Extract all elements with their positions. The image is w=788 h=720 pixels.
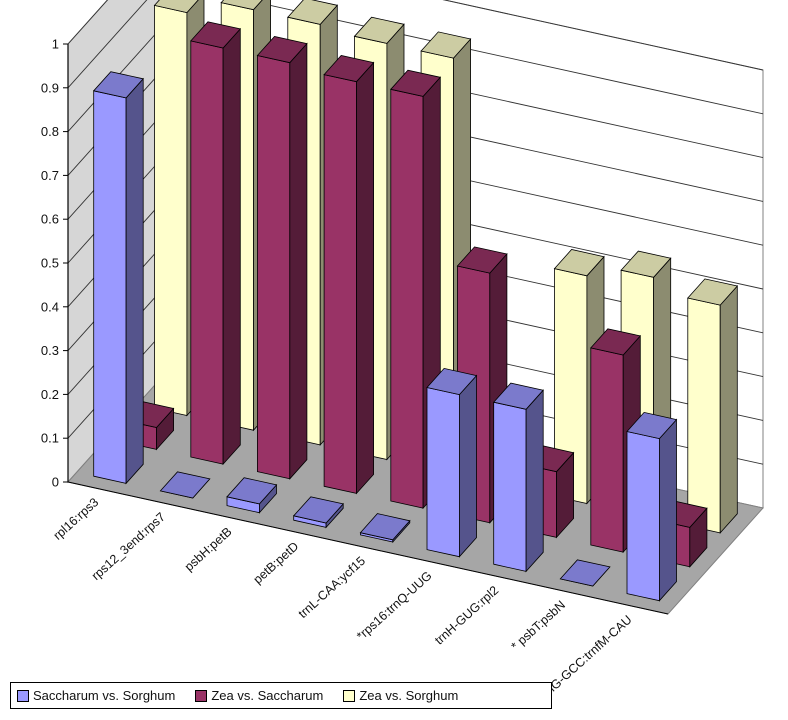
- bar: [292, 496, 344, 529]
- bar-front: [626, 431, 660, 602]
- legend: Saccharum vs. Sorghum Zea vs. Saccharum …: [10, 682, 552, 709]
- bar-top: [256, 36, 308, 64]
- bar-top: [92, 71, 144, 99]
- bar-front: [323, 74, 357, 494]
- bar-side: [125, 77, 144, 485]
- bar-top: [323, 55, 375, 83]
- legend-label: Zea vs. Saccharum: [211, 688, 324, 703]
- y-tick-label: 0.5: [41, 256, 59, 271]
- legend-item-zea-saccharum: Zea vs. Saccharum: [195, 688, 323, 703]
- bar-side: [525, 389, 544, 573]
- bar-top: [559, 559, 611, 587]
- x-tick-label: *rps16:trnQ-UUG: [354, 569, 435, 644]
- bar-front: [190, 40, 224, 465]
- y-axis: 0 0.1 0.2 0.3 0.4 0.5 0.6 0.7 0.8 0.9 1: [41, 37, 69, 490]
- bar-top: [359, 513, 411, 541]
- bar-front: [590, 347, 624, 553]
- x-tick-label: * psbT:psbN: [509, 598, 568, 654]
- bar-top: [287, 0, 339, 25]
- bar-front: [256, 55, 291, 480]
- bar-front: [390, 88, 424, 509]
- bar: [226, 477, 278, 514]
- x-axis-line: [67, 481, 669, 615]
- bar-front: [493, 401, 527, 572]
- bar-top: [553, 249, 605, 277]
- y-tick-label: 0.2: [41, 387, 59, 402]
- bar: [559, 559, 611, 587]
- x-tick-label: trnL-CAA:ycf15: [296, 554, 368, 621]
- bar-side: [222, 27, 241, 466]
- bar: [492, 382, 544, 573]
- bar-side: [458, 374, 477, 558]
- bar-side: [659, 418, 677, 602]
- x-tick-label: rps12_3end:rps7: [89, 510, 168, 583]
- bar-front: [154, 4, 188, 416]
- bar-top: [456, 246, 508, 274]
- y-tick-label: 1: [52, 37, 59, 52]
- bar-side: [356, 61, 375, 495]
- bar: [359, 513, 411, 544]
- bar: [553, 249, 605, 505]
- bar-top: [220, 0, 263, 11]
- bar-front: [93, 90, 127, 484]
- legend-swatch: [17, 689, 29, 702]
- y-tick-label: 0.1: [41, 431, 59, 446]
- legend-label: Zea vs. Sorghum: [359, 688, 459, 703]
- bar-side: [719, 284, 738, 534]
- x-tick-label: trnH-GUG:rpl2: [432, 583, 501, 647]
- y-tick-label: 0.3: [41, 343, 59, 358]
- bar-top: [190, 21, 242, 49]
- y-tick-label: 0: [52, 475, 59, 490]
- bar-top: [420, 31, 472, 59]
- bar-top: [390, 69, 442, 97]
- bar-top: [426, 367, 478, 396]
- legend-swatch: [343, 689, 356, 702]
- bar: [256, 36, 308, 480]
- bar-top: [687, 278, 739, 306]
- gridline: [67, 0, 764, 71]
- bar-top: [590, 328, 642, 356]
- legend-swatch: [195, 689, 208, 702]
- bar: [687, 278, 739, 534]
- bars: [92, 0, 739, 602]
- legend-label: Saccharum vs. Sorghum: [33, 688, 176, 703]
- y-tick-label: 0.6: [41, 212, 59, 227]
- bar-top: [292, 496, 344, 524]
- gridline: [67, 0, 764, 115]
- bar-top: [226, 477, 278, 505]
- x-tick-label: rpl16:rps3: [51, 495, 102, 543]
- bar: [626, 411, 678, 602]
- bar: [426, 367, 478, 558]
- bar-top: [626, 411, 678, 440]
- legend-item-saccharum-sorghum: Saccharum vs. Sorghum: [17, 688, 175, 703]
- bar-side: [289, 42, 308, 480]
- bar: [323, 55, 375, 495]
- bar-top: [492, 382, 544, 410]
- y-tick-label: 0.8: [41, 124, 59, 139]
- bar: [159, 471, 211, 499]
- bar-front: [426, 387, 460, 558]
- x-tick-label: psbH:petB: [182, 525, 235, 574]
- bar-top: [153, 0, 199, 14]
- y-tick-label: 0.4: [41, 299, 59, 314]
- bar: [190, 21, 242, 466]
- bar-top: [353, 16, 405, 44]
- y-tick-label: 0.7: [41, 168, 59, 183]
- x-tick-label: petB:petD: [251, 539, 302, 587]
- bar-top: [159, 471, 211, 499]
- bar: [92, 71, 144, 485]
- bar-front: [687, 297, 721, 534]
- legend-item-zea-sorghum: Zea vs. Sorghum: [343, 688, 458, 703]
- y-tick-label: 0.9: [41, 80, 59, 95]
- bar-top: [620, 250, 672, 278]
